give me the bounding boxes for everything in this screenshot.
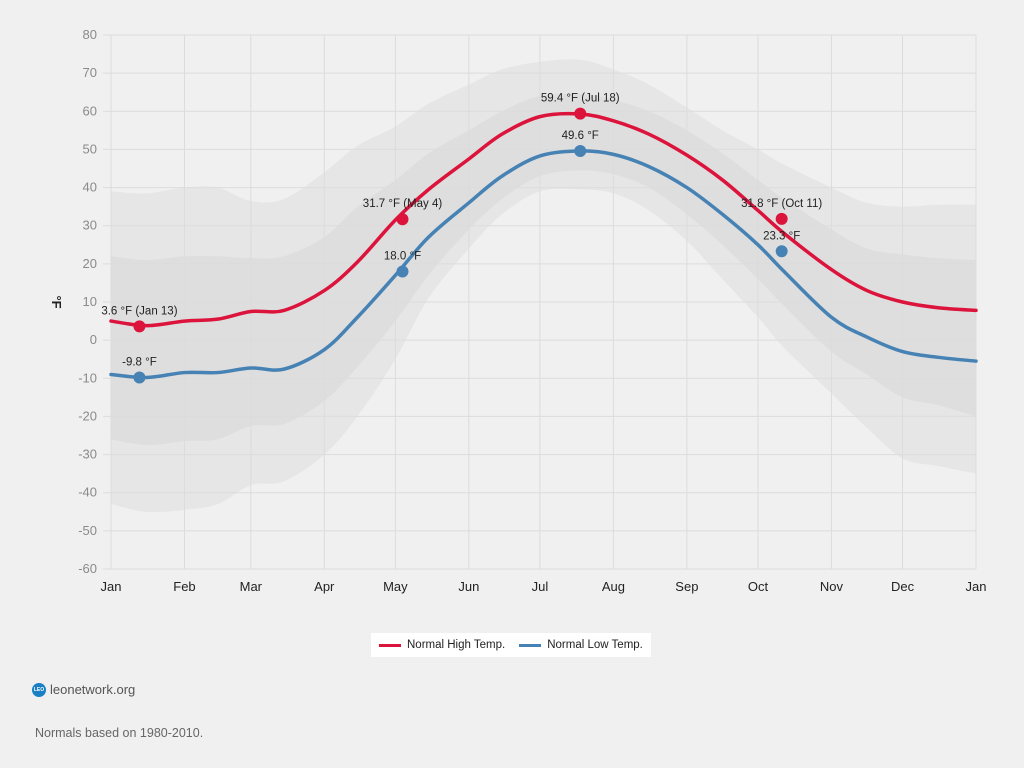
x-tick-label: Jun — [458, 579, 479, 594]
annotation-label: 31.8 °F (Oct 11) — [741, 198, 822, 210]
annotation-label: 31.7 °F (May 4) — [363, 198, 443, 210]
high-marker — [396, 213, 409, 226]
x-tick-label: Jul — [532, 579, 549, 594]
annotation-label: 49.6 °F — [562, 130, 599, 142]
y-tick-label: 70 — [83, 65, 97, 80]
x-tick-label: Apr — [314, 579, 335, 594]
low-marker — [574, 144, 587, 157]
legend-swatch-low — [519, 643, 542, 647]
legend-label-low: Normal Low Temp. — [547, 639, 643, 651]
legend-swatch-high — [379, 643, 401, 647]
x-tick-label: May — [383, 579, 408, 594]
legend-item-low[interactable]: Normal Low Temp. — [519, 639, 643, 651]
legend: Normal High Temp. Normal Low Temp. — [371, 633, 651, 657]
series-line-high — [109, 111, 978, 328]
band-outer-range — [111, 59, 976, 513]
annotation-label: 59.4 °F (Jul 18) — [541, 93, 620, 105]
x-tick-label: Dec — [891, 579, 915, 594]
x-tick-label: Jan — [966, 579, 987, 594]
y-axis-label: °F — [49, 295, 64, 308]
annotation-label: 23.3 °F — [763, 230, 800, 242]
x-tick-label: Jan — [101, 579, 122, 594]
legend-item-high[interactable]: Normal High Temp. — [379, 639, 505, 651]
x-tick-label: Aug — [602, 579, 625, 594]
x-tick-label: Mar — [240, 579, 263, 594]
temperature-chart: 80 70 60 50 40 30 20 10 0 -10 -20 -30 -40 -50 -60 Jan F… — [49, 27, 987, 594]
legend-label-high: Normal High Temp. — [407, 639, 506, 651]
y-tick-label: -30 — [78, 447, 97, 462]
y-tick-label: 0 — [90, 332, 97, 347]
annotation-label: -9.8 °F — [122, 357, 157, 369]
brand-link[interactable]: LEO leonetwork.org — [32, 682, 135, 697]
y-tick-label: -50 — [78, 523, 97, 538]
series-lines — [109, 111, 978, 380]
brand-label: leonetwork.org — [50, 682, 136, 697]
high-marker — [775, 212, 788, 225]
y-tick-label: 30 — [83, 218, 97, 233]
high-marker — [133, 320, 146, 333]
normals-note: Normals based on 1980-2010. — [35, 726, 204, 740]
x-axis: Jan Feb Mar Apr May Jun Jul Aug Sep Oct Nov Dec Jan — [101, 579, 987, 594]
y-tick-label: -40 — [78, 485, 97, 500]
y-tick-label: 80 — [83, 27, 97, 42]
y-tick-label: -20 — [78, 408, 97, 423]
band-inner-range — [111, 93, 976, 446]
y-tick-label: 10 — [83, 294, 97, 309]
y-tick-label: 60 — [83, 103, 97, 118]
low-marker — [396, 265, 409, 278]
grid — [103, 34, 977, 570]
y-tick-label: -10 — [78, 370, 97, 385]
series-line-low — [109, 149, 978, 380]
y-tick-label: 40 — [83, 180, 97, 195]
leo-logo-icon: LEO — [32, 682, 46, 697]
annotation-label: 18.0 °F — [384, 250, 421, 262]
high-marker — [574, 107, 587, 120]
low-marker — [133, 371, 146, 384]
x-tick-label: Sep — [675, 579, 698, 594]
x-tick-label: Oct — [748, 579, 769, 594]
y-tick-label: 50 — [83, 141, 97, 156]
y-tick-label: 20 — [83, 256, 97, 271]
annotation-label: 3.6 °F (Jan 13) — [101, 305, 177, 317]
x-tick-label: Feb — [173, 579, 195, 594]
annotations: 3.6 °F (Jan 13) -9.8 °F 31.7 °F (May 4) 18.… — [101, 93, 822, 384]
y-tick-label: -60 — [78, 561, 97, 576]
x-tick-label: Nov — [820, 579, 844, 594]
range-bands — [111, 59, 976, 513]
low-marker — [775, 245, 788, 258]
y-axis: 80 70 60 50 40 30 20 10 0 -10 -20 -30 -40 -50 -60 — [78, 27, 97, 576]
